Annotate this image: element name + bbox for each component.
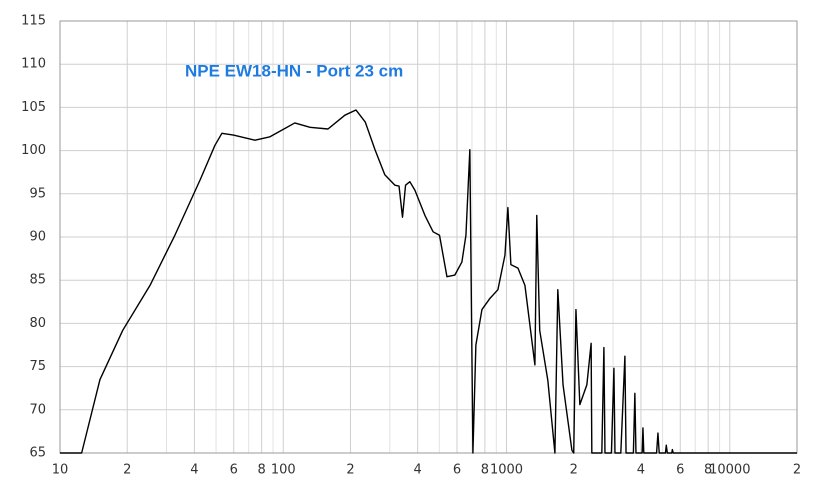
y-tick-label: 110: [21, 57, 46, 72]
x-tick-label: 6: [676, 463, 684, 478]
x-tick-label: 2: [123, 463, 131, 478]
x-tick-label: 1000: [490, 463, 523, 478]
x-tick-label: 8: [257, 463, 265, 478]
y-tick-label: 105: [21, 100, 46, 115]
y-tick-label: 95: [29, 186, 46, 201]
x-tick-label: 2: [793, 463, 801, 478]
x-tick-label: 6: [453, 463, 461, 478]
x-tick-label: 4: [637, 463, 645, 478]
x-tick-label: 6: [230, 463, 238, 478]
x-tick-label: 2: [346, 463, 354, 478]
x-tick-label: 10000: [709, 463, 750, 478]
x-tick-label: 2: [570, 463, 578, 478]
x-tick-label: 8: [704, 463, 712, 478]
x-tick-label: 10: [52, 463, 69, 478]
y-tick-label: 90: [29, 230, 46, 245]
x-tick-label: 8: [481, 463, 489, 478]
y-tick-label: 100: [21, 143, 46, 158]
y-tick-label: 70: [29, 402, 46, 417]
x-tick-label: 4: [190, 463, 198, 478]
x-tick-label: 100: [271, 463, 296, 478]
y-tick-label: 75: [29, 359, 46, 374]
plot-frame: [59, 20, 798, 454]
y-tick-label: 115: [21, 14, 46, 29]
x-tick-label: 4: [414, 463, 422, 478]
y-tick-label: 85: [29, 273, 46, 288]
y-tick-label: 65: [29, 446, 46, 461]
y-tick-label: 80: [29, 316, 46, 331]
chart-title: NPE EW18-HN - Port 23 cm: [185, 61, 403, 80]
response-line: [60, 109, 797, 454]
